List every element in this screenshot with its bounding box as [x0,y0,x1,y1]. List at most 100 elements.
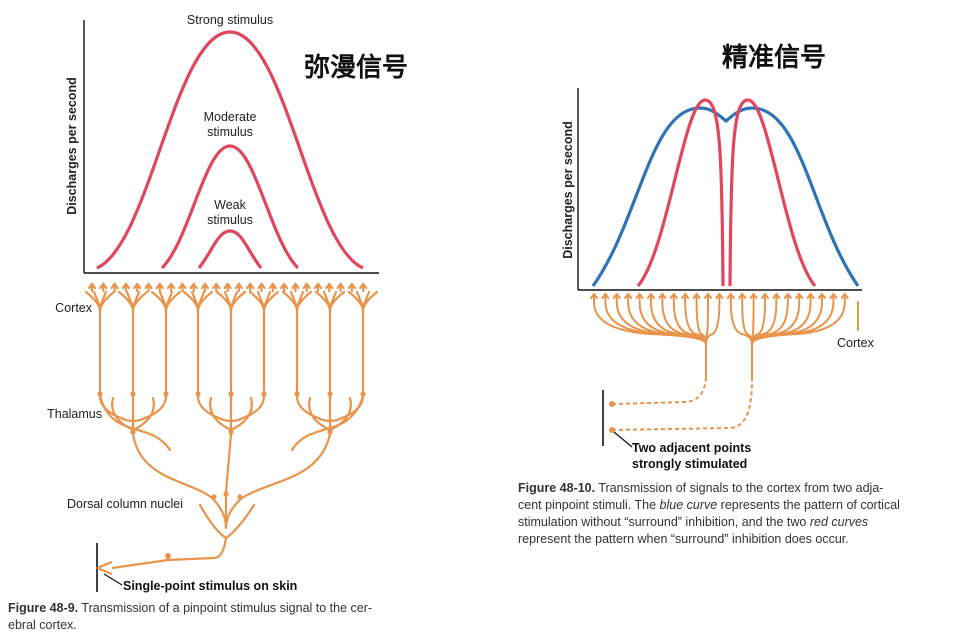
dorsal-cell-left [211,494,217,500]
right-overlay-title: 精准信号 [722,43,826,73]
cortex-dendrite-branch [117,290,149,313]
red-curve-left-point [636,98,725,288]
cortex-dendrite-branch [84,290,116,313]
cortex-dendrite-branch [215,290,247,313]
right-cortex-terminal-arrow [612,292,621,302]
right-dendrite-branch [593,301,707,345]
right-cortex-terminal-arrow [795,292,804,302]
cortex-dendrite-branch [182,290,214,313]
cortex-terminal-arrow [144,282,153,293]
right-cortex-terminal-arrow [647,292,655,302]
right-caption-line4: represent the pattern when “surround” in… [518,532,849,546]
cortex-terminal-arrow [291,282,300,293]
weak-stimulus-curve [197,229,263,269]
cortex-terminal-arrow [167,282,176,293]
right-cortex-terminal-arrow [704,292,712,302]
cortex-terminal-arrow [268,282,277,293]
cortex-dendrite-branch [281,290,313,313]
cortex-terminal-arrow [280,282,289,293]
cortex-terminal-arrow [189,282,198,293]
cortical-cell-body [327,391,333,397]
cortex-terminal-arrow [336,282,345,293]
cortical-cell-body [360,391,366,397]
cortex-terminal-arrow [325,282,334,293]
right-dendrite-branch [705,301,721,345]
moderate-stimulus-label-1: Moderate [204,110,257,124]
left-caption-line1: Transmission of a pinpoint stimulus sign… [78,601,373,615]
cortical-cell-body [97,391,103,397]
left-y-axis-label: Discharges per second [65,77,79,215]
cortical-cell-body [228,391,234,397]
cortex-terminal-arrow [234,282,243,293]
cortex-terminal-arrow [99,282,108,293]
points-pointer [613,431,633,448]
ascending-fiber [212,536,228,560]
left-caption-label: Figure 48-9. [8,601,79,615]
thalamic-cell-body [130,429,136,435]
right-cortex-terminal-arrow [840,292,849,302]
cortex-terminal-arrow [223,282,232,293]
dorsal-root-ganglion [165,553,171,559]
thalamic-branches [98,394,168,432]
right-cortex-terminal-arrow [692,292,701,302]
left-caption-line2: ebral cortex. [8,618,77,632]
cortex-terminal-arrow [110,282,119,293]
thalamic-branches [196,394,266,432]
right-cortex-terminal-arrow [658,292,667,302]
cortex-terminal-arrow [200,282,210,293]
right-figure: Discharges per second 精准信号 Cortex Two ad… [561,43,875,471]
dorsal-column-nuclei-label: Dorsal column nuclei [67,497,183,511]
cortical-cell-body [294,391,300,397]
right-caption-label: Figure 48-10. [518,481,596,495]
cortex-terminal-arrow [313,282,323,293]
cortical-cell-body [163,391,169,397]
cortex-dendrite-branch [347,290,379,313]
right-neuron-tree [590,292,859,381]
right-caption-line3: stimulation without “surround” inhibitio… [518,515,810,529]
cortex-terminal-arrow [359,282,368,293]
right-cortex-terminal-arrow [590,292,598,302]
right-caption-line2a: cent pinpoint stimuli. The [518,498,660,512]
right-cortex-terminal-arrow [829,292,838,302]
red-curve-right-point [728,98,817,288]
cortical-cell-body [261,391,267,397]
cortex-label: Cortex [55,301,93,315]
right-dendrite-branch [751,301,846,345]
right-dendrite-branch [604,301,707,345]
cortex-terminal-arrow [178,282,187,293]
blue-curve-no-inhibition [591,106,860,287]
stimulus-pointer [103,573,123,586]
dorsal-cell-right [237,494,243,500]
cortex-terminal-arrow [347,282,356,293]
thalamic-cell-body [327,429,333,435]
lateral-collaterals [98,394,365,452]
thalamic-relay-fibers [131,432,332,500]
blue-curve-term: blue curve [659,498,718,512]
left-figure: Discharges per second Strong stimulus Mo… [47,13,408,593]
cortex-dendrite-branch [150,290,182,313]
moderate-stimulus-label-2: stimulus [207,125,253,139]
single-point-stimulus-label: Single-point stimulus on skin [123,579,297,593]
dorsal-cell-center [223,491,229,497]
dashed-fiber-1 [611,377,707,405]
right-cortex-terminal-arrow [806,292,815,302]
right-cortex-terminal-arrow [772,292,781,302]
right-cortex-terminal-arrow [818,292,826,302]
cortex-terminal-arrow [133,282,142,293]
strong-stimulus-label: Strong stimulus [187,13,273,27]
right-cortex-terminal-arrow [761,292,769,302]
right-cortex-terminal-arrow [635,292,644,302]
red-curves-term: red curves [809,515,869,529]
right-cortex-terminal-arrow [749,292,758,302]
cortex-terminal-arrow [155,282,164,293]
right-cortex-terminal-arrow [681,292,690,302]
right-cortex-terminal-arrow [783,292,792,302]
right-cortex-terminal-arrow [624,292,633,302]
right-cortex-terminal-arrow [715,292,724,302]
cortex-terminal-arrow [302,282,311,293]
weak-stimulus-label-2: stimulus [207,213,253,227]
cortex-dendrite-branch [248,290,280,313]
right-dendrite-branch [661,301,707,345]
right-caption-line2c: represents the pattern of cortical [717,498,900,512]
